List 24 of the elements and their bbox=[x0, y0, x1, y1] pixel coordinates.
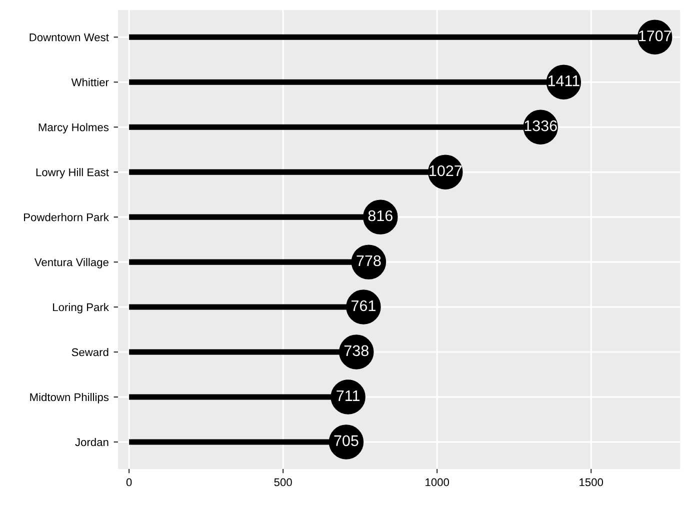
x-tick-label: 500 bbox=[274, 478, 292, 486]
y-tick-label: Ventura Village bbox=[34, 258, 108, 268]
data-label: 738 bbox=[344, 345, 368, 356]
y-tick-label: Marcy Holmes bbox=[38, 123, 109, 134]
data-label: 1027 bbox=[430, 165, 462, 176]
data-label: 1707 bbox=[639, 30, 672, 42]
y-tick-label: Powderhorn Park bbox=[24, 213, 109, 222]
y-tick-label: Whittier bbox=[71, 78, 109, 86]
x-tick-label: 0 bbox=[126, 478, 132, 486]
x-tick-label: 1000 bbox=[426, 478, 450, 486]
data-label: 816 bbox=[368, 210, 392, 222]
x-tick-label: 1500 bbox=[580, 478, 604, 486]
y-tick-label: Lowry Hill East bbox=[36, 168, 109, 178]
data-label: 705 bbox=[334, 435, 358, 446]
data-label: 1336 bbox=[524, 120, 557, 132]
data-label: 778 bbox=[356, 255, 381, 266]
data-label: 761 bbox=[352, 300, 376, 312]
data-label: 711 bbox=[336, 390, 360, 401]
data-label: 1411 bbox=[548, 76, 580, 86]
y-tick-label: Downtown West bbox=[30, 34, 109, 42]
y-tick-label: Midtown Phillips bbox=[30, 392, 109, 404]
y-tick-label: Seward bbox=[72, 348, 108, 356]
y-tick-label: Jordan bbox=[75, 438, 108, 446]
y-tick-label: Loring Park bbox=[53, 303, 109, 314]
